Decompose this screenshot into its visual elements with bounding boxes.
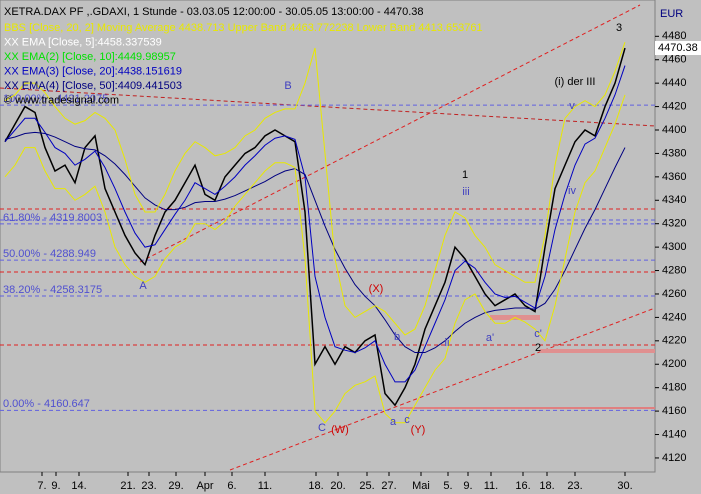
trend-line bbox=[229, 307, 656, 471]
legend-entry: XX EMA(2) [Close, 10]:4449.98957 bbox=[4, 51, 176, 63]
x-tick-label: 9. bbox=[463, 480, 472, 492]
x-tick-label: 16. bbox=[515, 480, 530, 492]
wave-annotation: (W) bbox=[331, 424, 349, 436]
y-tick-label: 4340 bbox=[662, 194, 686, 206]
y-tick-label: 4480 bbox=[662, 30, 686, 42]
y-tick-label: 4120 bbox=[662, 452, 686, 464]
trend-lines bbox=[0, 4, 656, 471]
wave-annotation: v bbox=[569, 100, 575, 112]
wave-annotation: b bbox=[394, 331, 400, 343]
y-tick-label: 4460 bbox=[662, 54, 686, 66]
x-tick-label: 25. bbox=[359, 480, 374, 492]
legend-entry: XX EMA(3) [Close, 20]:4438.151619 bbox=[4, 65, 182, 77]
y-tick-label: 4240 bbox=[662, 311, 686, 323]
x-tick-label: 18. bbox=[539, 480, 554, 492]
last-price-box bbox=[655, 41, 701, 56]
wave-annotation: iii bbox=[462, 186, 469, 198]
x-tick-label: Apr bbox=[196, 480, 213, 492]
x-tick-label: 23. bbox=[567, 480, 582, 492]
legend-entry: © www.tradesignal.com bbox=[4, 94, 119, 106]
y-tick-label: 4360 bbox=[662, 171, 686, 183]
trend-line bbox=[139, 4, 641, 263]
x-tick-label: 18. bbox=[308, 480, 323, 492]
x-tick-label: 20. bbox=[330, 480, 345, 492]
y-tick-label: 4260 bbox=[662, 288, 686, 300]
wave-annotation: A bbox=[139, 280, 147, 292]
chart-title: XETRA.DAX PF ,.GDAXI, 1 Stunde - 03.03.0… bbox=[4, 6, 423, 18]
x-tick-label: 30. bbox=[617, 480, 632, 492]
wave-annotation: (X) bbox=[369, 283, 384, 295]
y-tick-label: 4440 bbox=[662, 77, 686, 89]
legend-entry: BBS [Close, 20, 2] Moving Average 4438.7… bbox=[4, 22, 483, 34]
last-price-label: 4470.38 bbox=[658, 42, 698, 54]
wave-annotation: B bbox=[284, 80, 291, 92]
legend-entry: XX EMA(4) [Close, 50]:4409.441503 bbox=[4, 80, 182, 92]
wave-annotation: C bbox=[318, 422, 326, 434]
plot-area bbox=[0, 0, 656, 473]
y-tick-label: 4220 bbox=[662, 335, 686, 347]
y-tick-label: 4180 bbox=[662, 382, 686, 394]
series-line bbox=[4, 94, 626, 424]
zone bbox=[540, 349, 655, 353]
x-tick-label: Mai bbox=[412, 480, 430, 492]
y-tick-label: 4420 bbox=[662, 100, 686, 112]
y-tick-label: 4320 bbox=[662, 218, 686, 230]
x-tick-label: 7. bbox=[37, 480, 46, 492]
wave-annotation: (i) der III bbox=[555, 76, 596, 88]
x-tick-label: 23. bbox=[141, 480, 156, 492]
y-tick-label: 4380 bbox=[662, 147, 686, 159]
fib-label: 100.00% - 4421.2075 bbox=[3, 93, 108, 105]
series-line bbox=[4, 47, 626, 407]
x-tick-label: 5. bbox=[443, 480, 452, 492]
wave-annotation: a' bbox=[486, 332, 494, 344]
y-tick-label: 4300 bbox=[662, 241, 686, 253]
wave-annotation: 1 bbox=[462, 169, 468, 181]
x-tick-label: 27. bbox=[381, 480, 396, 492]
wave-annotation: (Y) bbox=[411, 424, 426, 436]
fib-label: 0.00% - 4160.647 bbox=[3, 398, 90, 410]
series-line bbox=[4, 131, 626, 354]
legend-entry: XX EMA [Close, 5]:4458.337539 bbox=[4, 36, 162, 48]
wave-annotation: 2 bbox=[535, 342, 541, 354]
x-tick-label: 21. bbox=[120, 480, 135, 492]
y-axis-label: EUR bbox=[660, 8, 683, 20]
y-tick-label: 4140 bbox=[662, 428, 686, 440]
x-tick-label: 6. bbox=[227, 480, 236, 492]
trend-line bbox=[0, 87, 656, 127]
series-line bbox=[4, 65, 626, 383]
fib-label: 38.20% - 4258.3175 bbox=[3, 284, 102, 296]
x-tick-label: 9. bbox=[51, 480, 60, 492]
fib-label: 61.80% - 4319.8003 bbox=[3, 212, 102, 224]
wave-annotation: c bbox=[404, 414, 410, 426]
layer: 100.00% - 4421.2075 61.80% - 4319.8003 50.… bbox=[0, 22, 701, 492]
x-tick-label: 11. bbox=[484, 480, 498, 492]
x-tick-label: 29. bbox=[168, 480, 183, 492]
fib-label: 50.00% - 4288.949 bbox=[3, 248, 96, 260]
wave-annotation: iv bbox=[568, 185, 576, 197]
x-tick-label: 11. bbox=[258, 480, 272, 492]
wave-annotation: 3 bbox=[616, 22, 622, 34]
x-tick-label: 14. bbox=[71, 480, 86, 492]
wave-annotation: ii bbox=[445, 337, 450, 349]
wave-annotation: c' bbox=[534, 328, 542, 340]
wave-annotation: a bbox=[390, 416, 397, 428]
y-tick-label: 4280 bbox=[662, 264, 686, 276]
y-tick-label: 4200 bbox=[662, 358, 686, 370]
series-line bbox=[4, 42, 626, 336]
y-tick-label: 4400 bbox=[662, 124, 686, 136]
y-tick-label: 4160 bbox=[662, 405, 686, 417]
